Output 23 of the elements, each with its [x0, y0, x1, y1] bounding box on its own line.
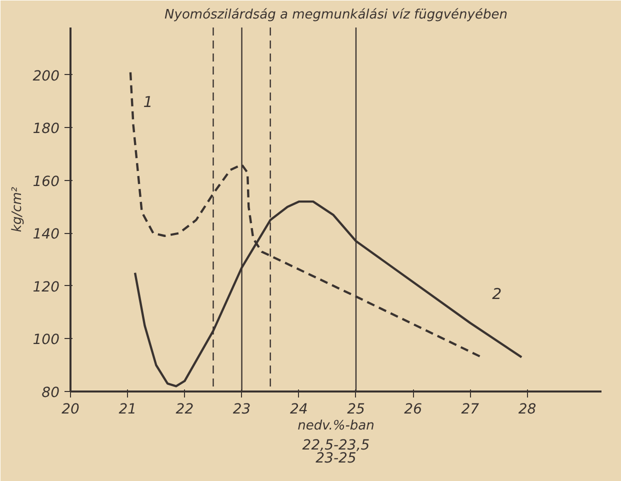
x-tick-label: 24: [290, 402, 308, 418]
y-tick-label: 80: [42, 385, 60, 401]
chart-title: Nyomószilárdság a megmunkálási víz függvényében: [164, 8, 508, 22]
x-axis-title: nedv.%-ban: [298, 418, 374, 434]
x-tick-label: 23: [232, 402, 251, 418]
y-axis-title: kg/cm²: [10, 186, 25, 232]
x-tick-label: 28: [518, 402, 536, 418]
y-tick-label: 160: [32, 174, 60, 190]
y-tick-label: 180: [32, 121, 60, 138]
series-label: 2: [492, 284, 502, 303]
x-tick-label: 22: [176, 402, 194, 418]
y-tick-label: 120: [32, 279, 60, 296]
x-tick-label: 27: [461, 402, 480, 418]
text: 22,5-23,5: [302, 438, 370, 454]
y-tick-label: 140: [32, 226, 60, 243]
x-tick-label: 20: [62, 402, 80, 418]
x-tick-label: 25: [347, 402, 365, 418]
x-tick-label: 26: [404, 402, 422, 418]
text: 23-25: [316, 450, 356, 466]
series-label: 1: [143, 93, 153, 112]
y-tick-label: 200: [32, 68, 60, 84]
y-tick-label: 100: [32, 332, 60, 348]
x-tick-label: 21: [118, 402, 137, 418]
